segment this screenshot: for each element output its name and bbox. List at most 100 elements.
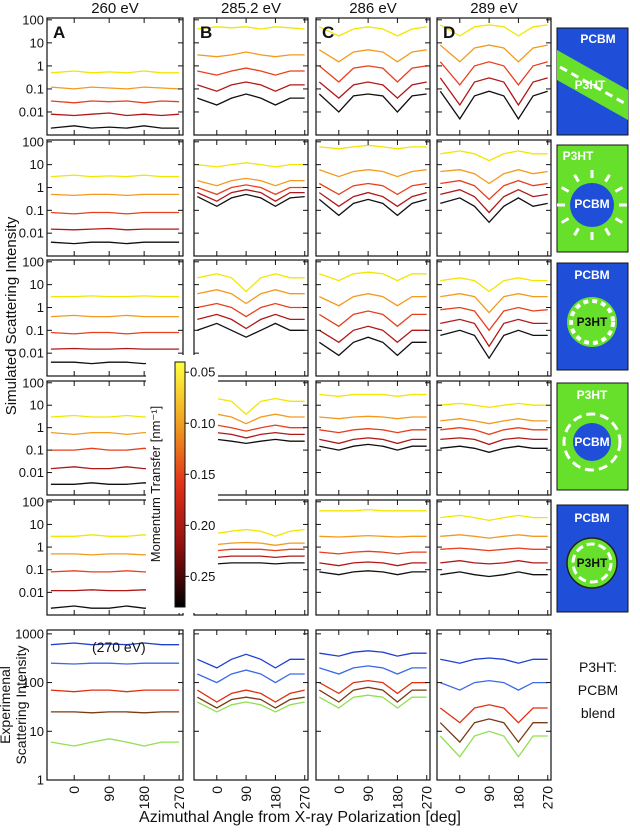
schematic-dashes: [614, 217, 624, 224]
panel: 1 10 100 1000 0 90 180 270 (270 eV): [15, 626, 187, 809]
curve: [50, 738, 180, 747]
curve: [197, 193, 305, 208]
curve: [197, 541, 305, 546]
y-tick-label: 10: [30, 724, 44, 739]
side-label: blend: [581, 705, 615, 721]
curve: [319, 437, 427, 445]
y-tick-label: 1: [37, 180, 44, 195]
curve: [319, 570, 427, 576]
curve: [50, 295, 180, 298]
curve: [196, 696, 305, 709]
y-tick-label: 0.01: [19, 465, 44, 480]
side-label: PCBM: [578, 682, 618, 698]
panel: 0.01 0.1 1 10 100 260 eV A: [19, 0, 184, 136]
curve: [318, 686, 427, 703]
x-tick-label: 0: [209, 786, 225, 794]
panel-frame: [436, 380, 552, 496]
curve: [440, 534, 548, 539]
curve: [197, 302, 305, 318]
x-tick-label: 90: [360, 786, 376, 802]
curve: [439, 730, 548, 758]
x-tick-label: 0: [331, 786, 347, 794]
y-tick-label: 1: [37, 540, 44, 555]
curve: [440, 427, 548, 436]
curve: [50, 662, 180, 665]
curve: [197, 93, 305, 106]
curve: [50, 193, 180, 197]
panel: 0 90 180 270: [193, 629, 313, 810]
y-tick-label: 100: [22, 134, 44, 149]
panel-frame: [46, 139, 184, 257]
y-tick-label: 1: [37, 58, 44, 73]
plot-area: [196, 653, 305, 713]
panel: 285.2 eV B: [193, 0, 309, 136]
plot-area: [440, 514, 548, 578]
column-title: 289 eV: [470, 0, 518, 17]
curve: [439, 61, 548, 86]
panel: [315, 499, 431, 616]
curve: [197, 548, 305, 552]
curve: [197, 313, 305, 330]
x-tick-label: 90: [481, 786, 497, 802]
curve: [197, 431, 305, 439]
y-tick-label: 0.1: [26, 562, 44, 577]
schematic-label: P3HT: [577, 388, 608, 402]
panel-frame: [46, 629, 184, 781]
y-axis-label: Experimenal: [0, 666, 13, 744]
x-tick-label: 270: [419, 786, 435, 810]
x-tick-label: 180: [267, 786, 283, 810]
curve: [439, 44, 548, 63]
schematic-label: PCBM: [580, 32, 615, 46]
schematic-circle: [567, 297, 617, 347]
schematic-dashes: [604, 173, 611, 183]
plot-area: [318, 26, 427, 113]
curve: [50, 86, 180, 90]
curve: [197, 528, 305, 537]
curve: [440, 402, 548, 409]
curve: [50, 174, 180, 178]
curve: [318, 182, 427, 196]
panel: 0.01 0.1 1 10 100: [19, 134, 184, 257]
x-tick-label: 270: [297, 786, 313, 810]
schematic-label: P3HT: [577, 315, 608, 329]
panel: 286 eV C: [315, 0, 431, 136]
colorbar-tick-label: 0.25: [190, 569, 215, 584]
panel-letter: D: [443, 23, 455, 42]
schematic-circle: [573, 423, 611, 461]
curve: [50, 125, 180, 129]
schematic-label: P3HT: [563, 149, 594, 163]
curve: [197, 177, 305, 187]
schematic-dashes: [562, 412, 622, 472]
schematic: P3HT PCBM: [556, 144, 629, 253]
colorbar: Momentum Transfer [nm⁻¹] 0.05 0.10 0.15 0.2…: [146, 355, 218, 613]
plot-area: [197, 273, 305, 338]
schematic-label: PCBM: [574, 268, 609, 282]
plot-area: [319, 508, 427, 576]
curve: [440, 188, 548, 214]
schematic-label: P3HT: [575, 78, 606, 92]
y-tick-label: 0.1: [26, 203, 44, 218]
panel: [315, 139, 431, 257]
curve: [50, 70, 180, 74]
curve: [197, 424, 305, 432]
colorbar-bar: [174, 361, 186, 608]
curve: [50, 211, 180, 215]
curve: [197, 701, 305, 713]
curve: [440, 547, 548, 552]
panel-frame: [315, 629, 431, 781]
panel-frame: [315, 499, 431, 616]
curve: [318, 198, 427, 217]
plot-area: [440, 402, 548, 453]
curve: [50, 227, 180, 231]
y-tick-label: 100: [22, 675, 44, 690]
curve: [197, 397, 305, 416]
curve: [318, 93, 427, 113]
y-tick-label: 1: [37, 773, 44, 788]
panel: [436, 380, 552, 496]
curve: [318, 310, 427, 328]
curve: [440, 150, 548, 162]
curve: [319, 650, 427, 657]
panel: [315, 380, 431, 496]
panel: [436, 259, 552, 377]
panel: [193, 380, 309, 496]
